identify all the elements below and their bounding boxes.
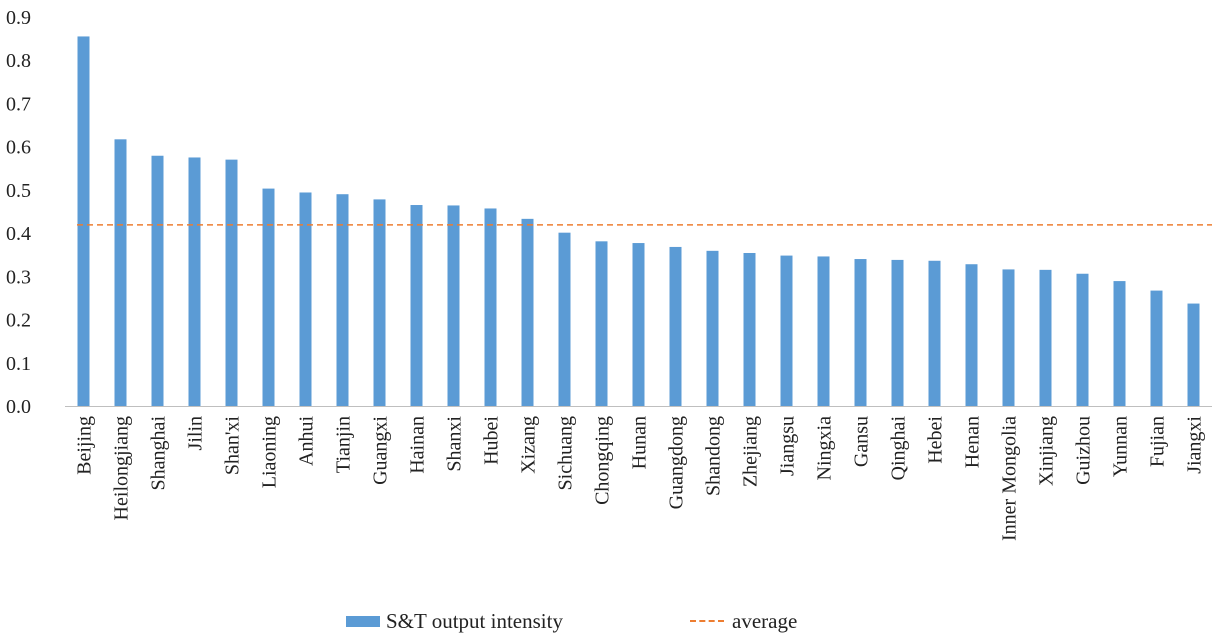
bar [817, 256, 830, 406]
x-tick-label: Shan'xi [222, 416, 244, 476]
bar-series [77, 36, 1200, 406]
bar [521, 218, 534, 406]
bar [558, 232, 571, 406]
x-tick-label: Guangxi [370, 416, 392, 485]
x-tick-label: Jiangsu [777, 416, 799, 476]
bar [706, 250, 719, 406]
x-tick-label: Hunan [629, 416, 651, 469]
x-tick-label: Chongqing [592, 416, 614, 505]
legend-label-bars: S&T output intensity [386, 608, 563, 633]
y-tick-label: 0.4 [6, 223, 31, 245]
x-axis-category-labels: Beijing Heilongjiang Shanghai Jilin Shan'xi L… [74, 416, 1206, 541]
y-tick-label: 0.3 [6, 266, 31, 288]
x-tick-label: Heilongjiang [111, 416, 133, 520]
bar [1076, 273, 1089, 406]
x-tick-label: Guizhou [1073, 416, 1095, 485]
bar [632, 243, 645, 406]
x-tick-label: Xizang [518, 416, 540, 474]
y-tick-label: 0.5 [6, 180, 31, 202]
bar [77, 36, 90, 406]
x-tick-label: Anhui [296, 416, 318, 466]
x-tick-label: Yunnan [1110, 416, 1132, 477]
x-tick-label: Jilin [185, 416, 207, 450]
y-axis-tick-labels: 0.0 0.1 0.2 0.3 0.4 0.5 0.6 0.7 0.8 0.9 [6, 7, 31, 418]
bar [854, 259, 867, 406]
legend-line-swatch [690, 620, 724, 622]
bar [151, 155, 164, 406]
x-tick-label: Liaoning [259, 416, 281, 488]
bar [1039, 269, 1052, 406]
y-tick-label: 0.2 [6, 310, 31, 332]
x-tick-label: Beijing [74, 416, 96, 475]
x-tick-label: Xinjiang [1036, 416, 1058, 486]
bar [965, 264, 978, 406]
legend-item-average: average [690, 607, 797, 635]
y-tick-label: 0.8 [6, 50, 31, 72]
bar [410, 205, 423, 406]
legend: S&T output intensity average [0, 607, 1215, 635]
bar [669, 246, 682, 406]
x-tick-label: Henan [962, 416, 984, 468]
bar [1150, 290, 1163, 406]
y-tick-label: 0.0 [6, 396, 31, 418]
x-tick-label: Ningxia [814, 416, 836, 481]
bar [299, 192, 312, 406]
x-tick-label: Shanghai [148, 416, 170, 491]
x-tick-label: Fujian [1147, 416, 1169, 467]
bar [114, 139, 127, 406]
bar [1187, 303, 1200, 406]
x-tick-label: Jiangxi [1184, 416, 1206, 474]
x-tick-label: Zhejiang [740, 416, 762, 487]
x-tick-label: Tianjin [333, 416, 355, 473]
bar [262, 188, 275, 406]
legend-bar-swatch [346, 615, 380, 627]
x-tick-label: Hainan [407, 416, 429, 474]
y-tick-label: 0.1 [6, 353, 31, 375]
x-tick-label: Shandong [703, 416, 725, 496]
x-tick-label: Hubei [481, 416, 503, 465]
bar [1113, 281, 1126, 406]
x-tick-label: Sichuang [555, 416, 577, 490]
bar [891, 259, 904, 406]
bar [336, 194, 349, 406]
bar [484, 208, 497, 406]
bar [780, 255, 793, 406]
bar [373, 199, 386, 406]
bar [1002, 269, 1015, 406]
y-tick-label: 0.7 [6, 93, 31, 115]
bar [447, 205, 460, 406]
x-tick-label: Guangdong [666, 416, 688, 509]
bar [225, 159, 238, 406]
x-tick-label: Hebei [925, 416, 947, 464]
x-tick-label: Gansu [851, 416, 873, 467]
y-tick-label: 0.6 [6, 137, 31, 159]
bar [743, 252, 756, 406]
x-tick-label: Shanxi [444, 416, 466, 472]
bar [928, 260, 941, 406]
x-tick-label: Inner Mongolia [999, 416, 1021, 541]
legend-label-average: average [732, 608, 798, 633]
bar [595, 241, 608, 406]
legend-item-bars: S&T output intensity [346, 607, 563, 635]
bar [188, 157, 201, 406]
x-tick-label: Qinghai [888, 416, 910, 481]
y-tick-label: 0.9 [6, 7, 31, 29]
